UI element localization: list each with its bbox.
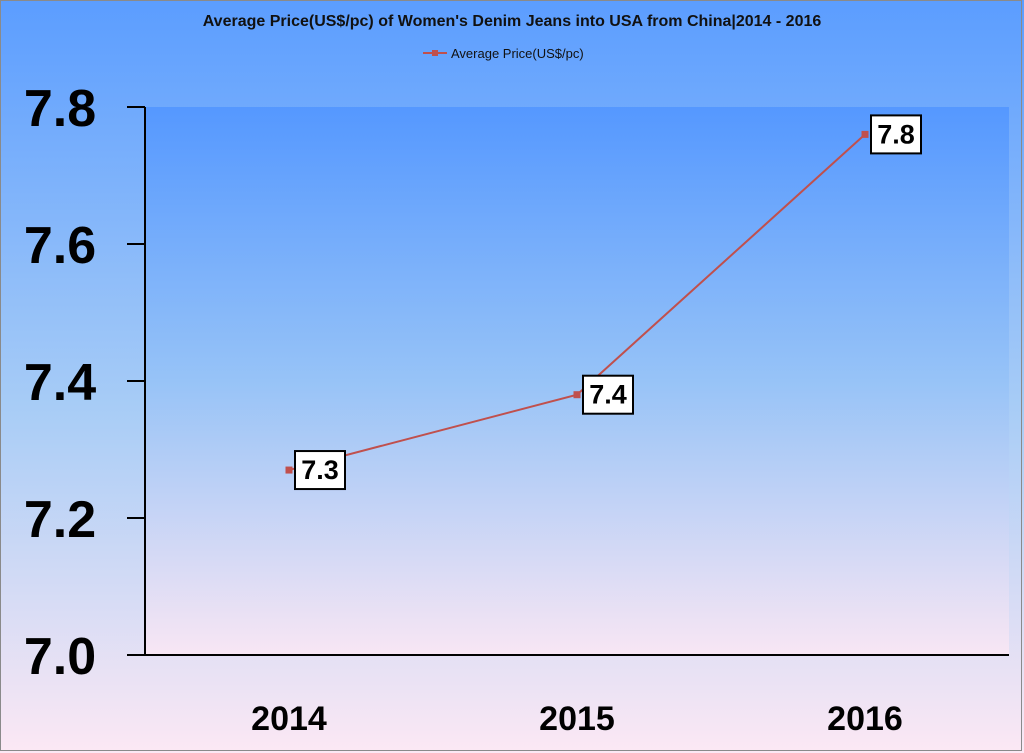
data-label: 7.8: [877, 119, 915, 149]
data-label: 7.4: [589, 380, 627, 410]
legend-label: Average Price(US$/pc): [451, 46, 584, 61]
y-axis-ticks: 7.0 7.2 7.4 7.6 7.8: [24, 80, 145, 686]
y-tick-label: 7.0: [24, 628, 96, 686]
y-tick-label: 7.6: [24, 217, 96, 275]
chart-title: Average Price(US$/pc) of Women's Denim J…: [203, 13, 822, 30]
series-layer: [285, 130, 869, 474]
data-point: [285, 466, 293, 474]
x-tick-label: 2015: [539, 700, 615, 738]
legend-marker: [432, 50, 438, 56]
data-labels: 7.3 7.4 7.8: [294, 114, 922, 491]
data-label-box: [870, 114, 922, 155]
data-label-box: [582, 374, 634, 415]
data-point: [573, 391, 581, 399]
y-tick-label: 7.4: [24, 354, 96, 412]
y-tick-label: 7.8: [24, 80, 96, 138]
x-tick-label: 2014: [251, 700, 327, 738]
data-label: 7.3: [301, 455, 339, 485]
y-tick-label: 7.2: [24, 491, 96, 549]
data-label-box: [294, 450, 346, 491]
x-tick-label: 2016: [827, 700, 903, 738]
data-point: [861, 130, 869, 138]
x-axis-ticks: 2014 2015 2016: [251, 700, 903, 738]
legend: Average Price(US$/pc): [423, 46, 584, 61]
plot-area: [145, 107, 1009, 655]
